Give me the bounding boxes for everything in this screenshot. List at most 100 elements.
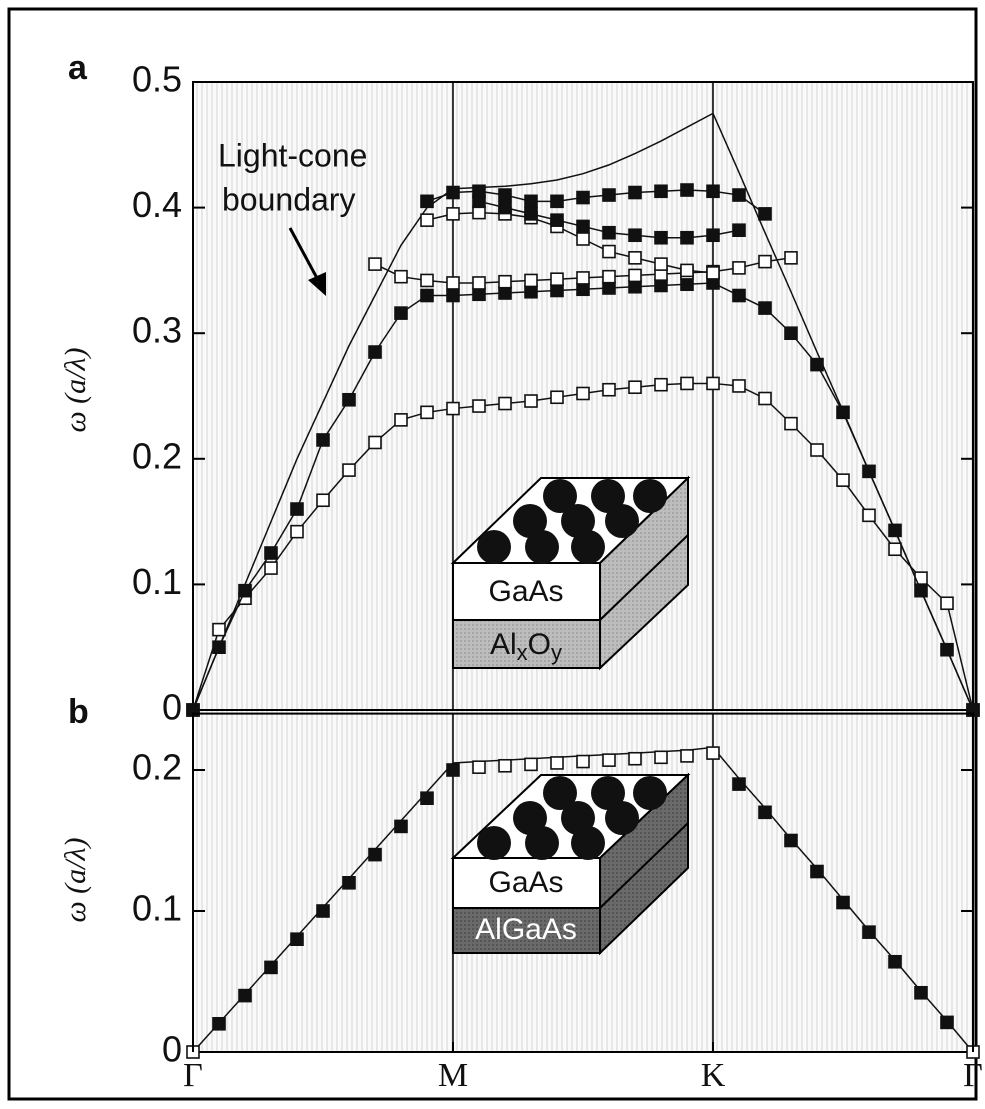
marker-filled bbox=[264, 960, 278, 975]
marker-filled bbox=[654, 184, 668, 199]
marker-filled bbox=[472, 194, 486, 209]
outer-frame bbox=[7, 7, 978, 1101]
marker-open bbox=[680, 376, 694, 391]
marker-open bbox=[316, 493, 330, 508]
y-tick-label: 0.3 bbox=[132, 310, 182, 351]
marker-open bbox=[368, 435, 382, 450]
marker-open bbox=[264, 561, 278, 575]
panel-label: a bbox=[68, 49, 88, 87]
inset-label: GaAs bbox=[488, 575, 563, 608]
marker-filled bbox=[212, 640, 226, 655]
marker-filled bbox=[576, 282, 590, 297]
marker-filled bbox=[654, 278, 668, 293]
marker-open bbox=[394, 269, 408, 284]
marker-filled bbox=[602, 188, 616, 202]
marker-filled bbox=[316, 433, 330, 447]
inset-label-part: x bbox=[517, 640, 528, 665]
marker-open bbox=[498, 274, 512, 289]
marker-filled bbox=[628, 279, 642, 294]
y-axis-title: ω (a/λ) bbox=[59, 348, 92, 433]
marker-open bbox=[602, 269, 616, 284]
marker-open bbox=[836, 473, 850, 487]
marker-filled bbox=[420, 288, 434, 303]
marker-open bbox=[472, 399, 486, 413]
marker-filled bbox=[940, 642, 954, 657]
y-axis-title: ω (a/λ) bbox=[59, 838, 92, 923]
marker-filled bbox=[862, 464, 876, 479]
marker-filled bbox=[732, 188, 746, 202]
marker-open bbox=[784, 251, 798, 265]
marker-open bbox=[576, 271, 590, 285]
marker-filled bbox=[420, 194, 434, 209]
inset-label-part: y bbox=[551, 640, 562, 665]
marker-filled bbox=[654, 230, 668, 245]
marker-filled bbox=[602, 225, 616, 240]
marker-open bbox=[524, 394, 538, 408]
marker-filled bbox=[888, 954, 902, 969]
marker-open bbox=[524, 273, 538, 288]
marker-filled bbox=[680, 230, 694, 245]
inset-label-part: Al bbox=[490, 628, 517, 661]
marker-open bbox=[602, 244, 616, 259]
marker-open bbox=[784, 416, 798, 431]
marker-open bbox=[888, 542, 902, 557]
marker-filled bbox=[732, 223, 746, 238]
marker-open bbox=[498, 396, 512, 411]
y-tick-label: 0.2 bbox=[132, 435, 182, 476]
marker-open bbox=[212, 622, 226, 637]
marker-open bbox=[758, 254, 772, 269]
annotation: boundary bbox=[222, 181, 355, 217]
x-tick-label: Γ bbox=[963, 1057, 983, 1094]
marker-open bbox=[472, 276, 486, 290]
marker-filled bbox=[394, 819, 408, 834]
x-tick-label: M bbox=[438, 1057, 468, 1094]
marker-open bbox=[576, 232, 590, 246]
marker-filled bbox=[342, 875, 356, 890]
marker-open bbox=[706, 746, 720, 760]
y-tick-label: 0.1 bbox=[132, 561, 182, 602]
marker-filled bbox=[238, 583, 252, 598]
marker-open bbox=[368, 257, 382, 271]
marker-filled bbox=[498, 188, 512, 202]
marker-open bbox=[576, 754, 590, 769]
marker-filled bbox=[290, 502, 304, 516]
marker-filled bbox=[888, 523, 902, 538]
marker-filled bbox=[498, 286, 512, 300]
marker-open bbox=[602, 382, 616, 397]
marker-filled bbox=[628, 185, 642, 200]
marker-filled bbox=[732, 777, 746, 791]
y-tick-label: 0.1 bbox=[132, 888, 182, 929]
y-tick-label: 0.5 bbox=[132, 59, 182, 100]
marker-filled bbox=[498, 200, 512, 215]
marker-filled bbox=[238, 988, 252, 1003]
marker-filled bbox=[758, 301, 772, 315]
marker-open bbox=[420, 405, 434, 420]
inset-label-part: O bbox=[528, 628, 551, 661]
y-tick-label: 0.4 bbox=[132, 184, 182, 225]
marker-filled bbox=[550, 194, 564, 209]
marker-filled bbox=[420, 791, 434, 806]
marker-open bbox=[680, 749, 694, 763]
inset-label: AlGaAs bbox=[475, 913, 577, 946]
marker-filled bbox=[602, 281, 616, 295]
marker-open bbox=[654, 257, 668, 271]
marker-filled bbox=[836, 895, 850, 910]
marker-filled bbox=[680, 277, 694, 292]
marker-filled bbox=[862, 925, 876, 939]
marker-filled bbox=[914, 583, 928, 598]
inset-label: AlxOy bbox=[490, 628, 562, 665]
y-tick-label: 0 bbox=[162, 1029, 182, 1070]
marker-open bbox=[498, 758, 512, 773]
marker-open bbox=[628, 380, 642, 395]
marker-open bbox=[446, 207, 460, 221]
plot-area: 0 0.1 0.2 0.3 0.4 0.5 0 0.1 0.2 Γ M K Γ bbox=[132, 59, 983, 1094]
marker-filled bbox=[524, 194, 538, 209]
marker-open bbox=[550, 390, 564, 405]
marker-filled bbox=[628, 228, 642, 243]
marker-open bbox=[706, 376, 720, 391]
marker-open bbox=[654, 377, 668, 392]
marker-filled bbox=[446, 185, 460, 200]
marker-filled bbox=[368, 345, 382, 359]
marker-open bbox=[810, 443, 824, 457]
marker-open bbox=[758, 391, 772, 406]
